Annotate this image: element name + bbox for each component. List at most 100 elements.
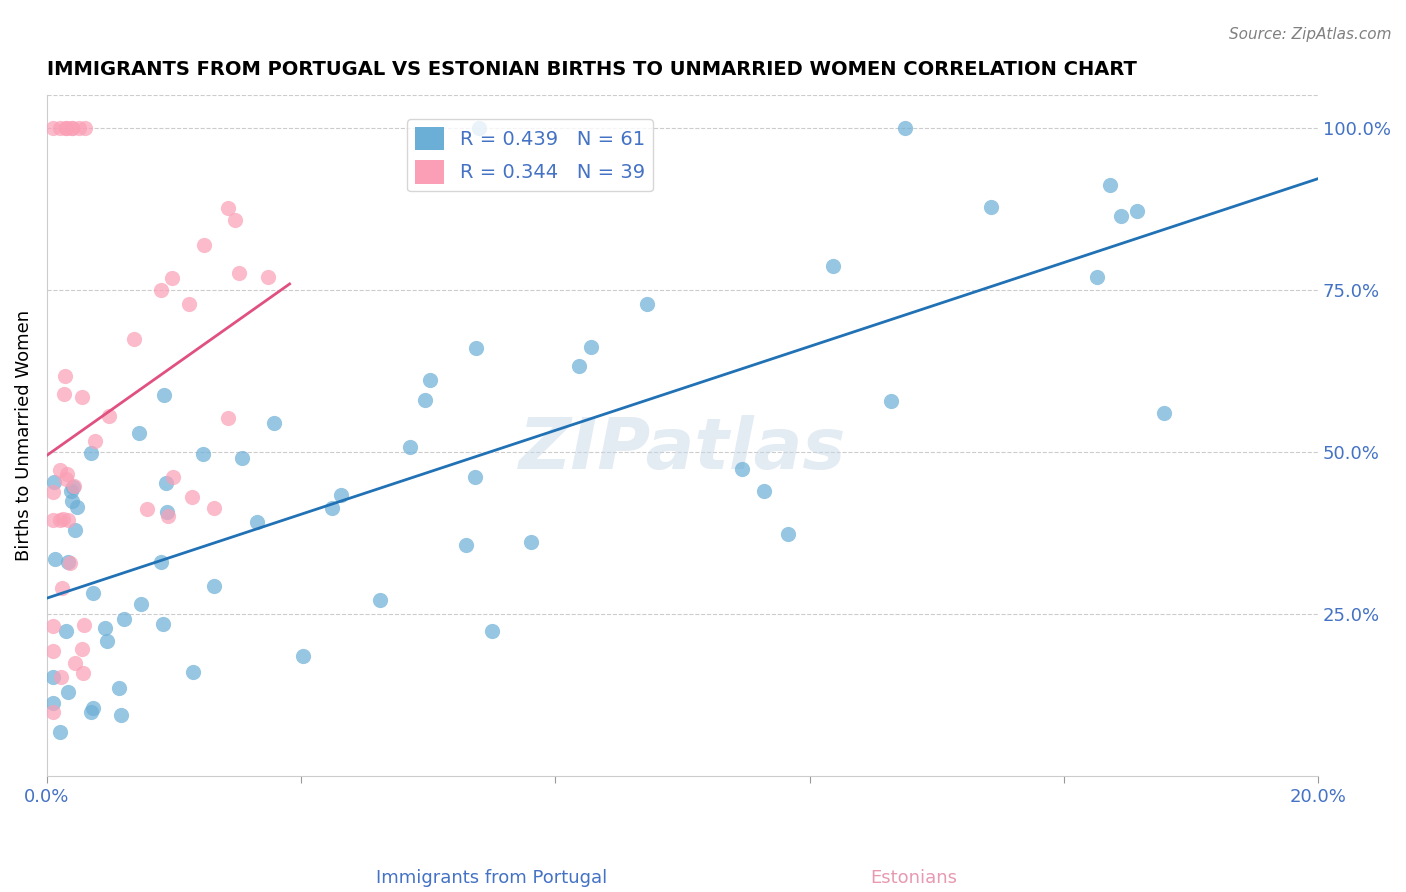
Estonians [73, 617, 96, 632]
Estonians [42, 705, 65, 719]
Immigrants from Portugal [246, 515, 269, 529]
Immigrants from Portugal [413, 392, 436, 407]
Estonians [42, 644, 65, 658]
Immigrants from Portugal [131, 597, 153, 611]
Immigrants from Portugal [454, 538, 477, 552]
Immigrants from Portugal [1126, 203, 1149, 218]
Immigrants from Portugal [62, 480, 84, 494]
Immigrants from Portugal [110, 707, 132, 722]
Immigrants from Portugal [823, 259, 845, 273]
Immigrants from Portugal [155, 475, 177, 490]
Immigrants from Portugal [1111, 209, 1133, 223]
Text: IMMIGRANTS FROM PORTUGAL VS ESTONIAN BIRTHS TO UNMARRIED WOMEN CORRELATION CHART: IMMIGRANTS FROM PORTUGAL VS ESTONIAN BIR… [46, 60, 1137, 78]
Immigrants from Portugal [42, 696, 65, 710]
Immigrants from Portugal [58, 555, 80, 569]
Estonians [63, 657, 86, 671]
Estonians [60, 120, 83, 135]
Immigrants from Portugal [42, 670, 65, 684]
Estonians [162, 470, 184, 484]
Immigrants from Portugal [980, 201, 1002, 215]
Immigrants from Portugal [156, 505, 179, 519]
Immigrants from Portugal [464, 470, 486, 484]
Estonians [224, 212, 246, 227]
Immigrants from Portugal [60, 494, 83, 508]
Estonians [256, 270, 278, 285]
Estonians [56, 514, 79, 528]
Immigrants from Portugal [468, 120, 491, 135]
Y-axis label: Births to Unmarried Women: Births to Unmarried Women [15, 310, 32, 561]
Estonians [48, 463, 70, 477]
Estonians [217, 202, 239, 216]
Immigrants from Portugal [752, 483, 775, 498]
Immigrants from Portugal [149, 555, 172, 569]
Legend: R = 0.439   N = 61, R = 0.344   N = 39: R = 0.439 N = 61, R = 0.344 N = 39 [408, 119, 652, 192]
Immigrants from Portugal [1099, 178, 1122, 192]
Estonians [55, 472, 77, 486]
Immigrants from Portugal [107, 681, 129, 695]
Immigrants from Portugal [776, 527, 799, 541]
Estonians [193, 238, 215, 252]
Immigrants from Portugal [59, 483, 82, 498]
Estonians [67, 120, 90, 135]
Immigrants from Portugal [66, 500, 89, 514]
Text: Estonians: Estonians [870, 869, 957, 887]
Immigrants from Portugal [321, 500, 343, 515]
Immigrants from Portugal [152, 616, 174, 631]
Estonians [217, 411, 239, 425]
Immigrants from Portugal [80, 705, 103, 719]
Immigrants from Portugal [82, 701, 104, 715]
Immigrants from Portugal [44, 552, 66, 566]
Immigrants from Portugal [330, 488, 353, 502]
Estonians [97, 409, 120, 423]
Text: Source: ZipAtlas.com: Source: ZipAtlas.com [1229, 27, 1392, 42]
Immigrants from Portugal [567, 359, 589, 374]
Immigrants from Portugal [94, 621, 117, 635]
Immigrants from Portugal [398, 440, 420, 454]
Immigrants from Portugal [44, 475, 66, 489]
Estonians [49, 670, 72, 684]
Immigrants from Portugal [879, 393, 901, 408]
Estonians [162, 271, 184, 285]
Immigrants from Portugal [63, 523, 86, 537]
Estonians [49, 513, 72, 527]
Immigrants from Portugal [128, 426, 150, 441]
Estonians [42, 618, 65, 632]
Estonians [72, 390, 94, 404]
Estonians [177, 296, 200, 310]
Estonians [42, 120, 65, 135]
Immigrants from Portugal [202, 579, 225, 593]
Immigrants from Portugal [152, 387, 174, 401]
Immigrants from Portugal [894, 120, 917, 135]
Estonians [181, 491, 204, 505]
Immigrants from Portugal [520, 535, 543, 549]
Immigrants from Portugal [183, 665, 205, 679]
Estonians [55, 120, 77, 135]
Estonians [55, 120, 77, 135]
Immigrants from Portugal [49, 725, 72, 739]
Estonians [53, 369, 76, 384]
Immigrants from Portugal [368, 593, 391, 607]
Immigrants from Portugal [112, 612, 135, 626]
Immigrants from Portugal [1087, 270, 1109, 285]
Text: ZIPatlas: ZIPatlas [519, 415, 846, 483]
Immigrants from Portugal [731, 462, 754, 476]
Immigrants from Portugal [1153, 407, 1175, 421]
Immigrants from Portugal [419, 373, 441, 387]
Estonians [72, 666, 94, 681]
Estonians [60, 120, 83, 135]
Immigrants from Portugal [193, 447, 215, 461]
Estonians [83, 434, 105, 448]
Estonians [51, 581, 73, 595]
Text: Immigrants from Portugal: Immigrants from Portugal [377, 869, 607, 887]
Estonians [42, 513, 65, 527]
Immigrants from Portugal [82, 586, 104, 600]
Immigrants from Portugal [263, 416, 285, 430]
Estonians [55, 467, 77, 482]
Estonians [70, 641, 93, 656]
Estonians [52, 387, 75, 401]
Immigrants from Portugal [291, 648, 314, 663]
Immigrants from Portugal [58, 685, 80, 699]
Immigrants from Portugal [55, 624, 77, 639]
Estonians [42, 484, 65, 499]
Estonians [59, 556, 82, 570]
